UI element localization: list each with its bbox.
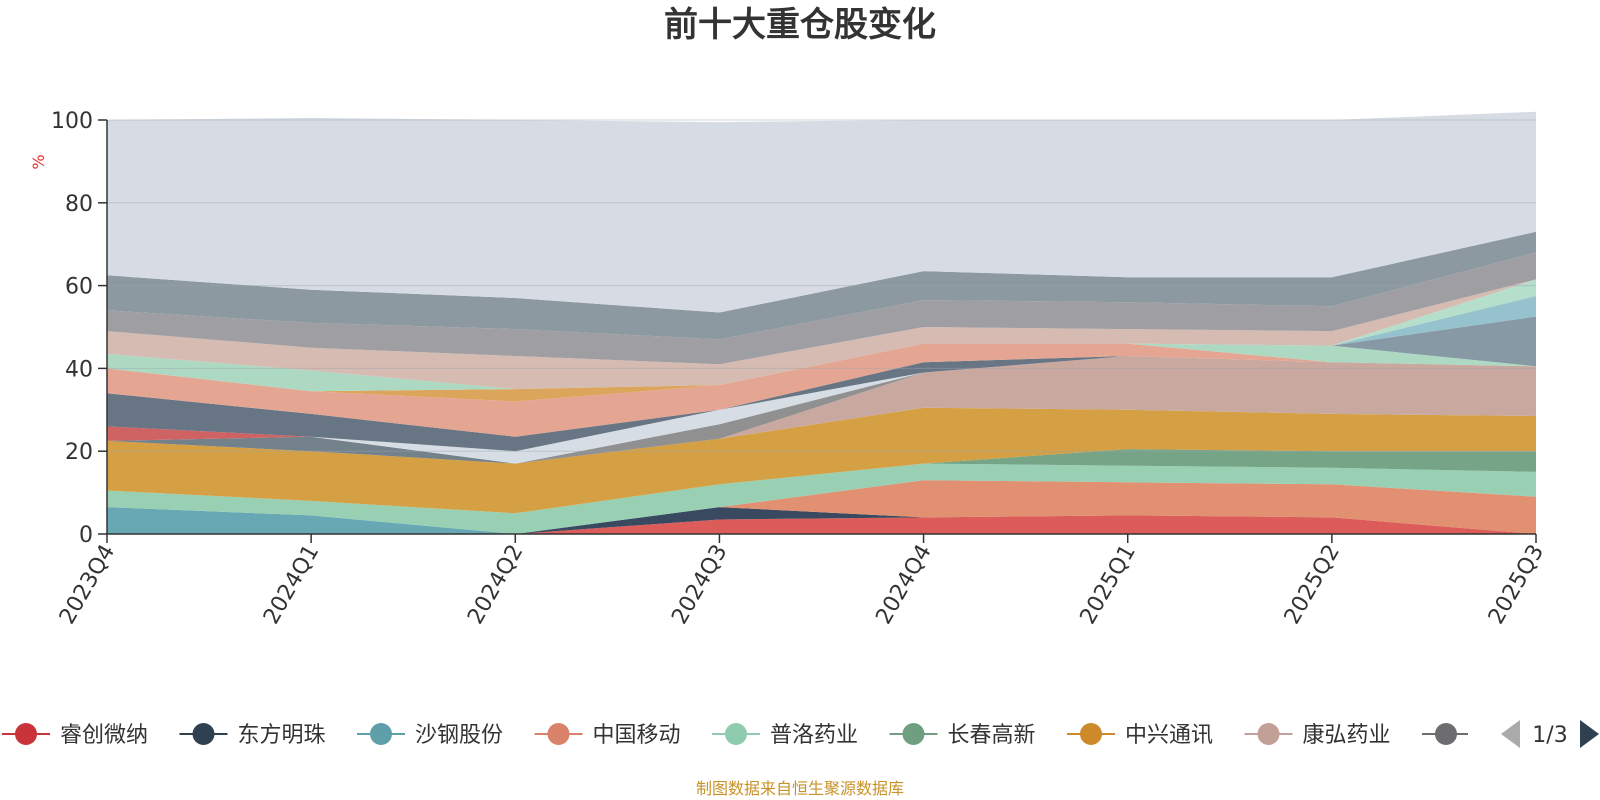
legend-item-5[interactable]: 长春高新 bbox=[889, 723, 1036, 748]
legend-marker-1 bbox=[192, 723, 215, 745]
y-tick-label-0: 0 bbox=[79, 523, 93, 548]
area-series-2 bbox=[107, 507, 1536, 534]
x-tick-label-2: 2024Q2 bbox=[463, 541, 528, 629]
x-tick-label-6: 2025Q2 bbox=[1280, 541, 1345, 629]
chart-title: 前十大重仓股变化 bbox=[664, 5, 936, 45]
x-tick-label-4: 2024Q4 bbox=[871, 541, 936, 629]
y-tick-label-2: 40 bbox=[65, 357, 93, 382]
legend-item-6[interactable]: 中兴通讯 bbox=[1067, 723, 1213, 748]
legend-label-7: 康弘药业 bbox=[1303, 723, 1391, 748]
legend-label-6: 中兴通讯 bbox=[1125, 723, 1213, 748]
legend-clip-mask bbox=[1468, 714, 1600, 754]
x-tick-label-1: 2024Q1 bbox=[259, 541, 324, 629]
data-source-note: 制图数据来自恒生聚源数据库 bbox=[696, 779, 904, 798]
legend-prev-page-icon[interactable] bbox=[1501, 720, 1520, 748]
legend-marker-4 bbox=[725, 723, 747, 745]
legend-page-indicator: 1/3 bbox=[1532, 723, 1567, 748]
legend-marker-3 bbox=[547, 723, 570, 745]
area-series-14 bbox=[107, 343, 1536, 437]
area-series-4 bbox=[107, 463, 1536, 534]
area-series-22 bbox=[107, 231, 1536, 340]
y-tick-label-5: 100 bbox=[51, 109, 93, 134]
legend-label-3: 中国移动 bbox=[593, 723, 681, 748]
legend-item-7[interactable]: 康弘药业 bbox=[1244, 723, 1391, 748]
legend-label-0: 睿创微纳 bbox=[60, 723, 148, 748]
area-series-1 bbox=[107, 507, 1536, 534]
area-series-23 bbox=[107, 111, 1536, 313]
legend-item-4[interactable]: 普洛药业 bbox=[712, 723, 858, 748]
legend-item-1[interactable]: 东方明珠 bbox=[179, 723, 326, 748]
legend-label-5: 长春高新 bbox=[948, 723, 1036, 748]
legend-marker-0 bbox=[15, 723, 37, 745]
legend-marker-6 bbox=[1080, 723, 1102, 745]
legend-label-1: 东方明珠 bbox=[238, 723, 326, 748]
legend-marker-7 bbox=[1257, 723, 1280, 745]
y-tick-label-3: 60 bbox=[65, 275, 93, 300]
area-series-0 bbox=[107, 515, 1536, 534]
y-tick-label-4: 80 bbox=[65, 192, 93, 217]
y-tick-label-1: 20 bbox=[65, 440, 93, 465]
area-series-21 bbox=[107, 252, 1536, 365]
legend: 睿创微纳东方明珠沙钢股份中国移动普洛药业长春高新中兴通讯康弘药业文1/3 bbox=[2, 714, 1600, 754]
legend-next-page-icon[interactable] bbox=[1580, 720, 1599, 748]
legend-label-4: 普洛药业 bbox=[770, 723, 858, 748]
legend-label-2: 沙钢股份 bbox=[415, 723, 503, 748]
legend-item-0[interactable]: 睿创微纳 bbox=[2, 723, 148, 748]
area-series-7 bbox=[107, 356, 1536, 464]
x-tick-label-7: 2025Q3 bbox=[1484, 541, 1549, 629]
x-tick-label-0: 2023Q4 bbox=[55, 541, 120, 629]
area-series-6 bbox=[107, 407, 1536, 514]
area-series-20 bbox=[107, 279, 1536, 390]
plot-area: 0 20 40 60 80 100 2023Q4 2024Q1 2024Q2 2024Q3 2024… bbox=[51, 109, 1549, 629]
x-tick-label-3: 2024Q3 bbox=[667, 541, 732, 629]
y-axis-unit: % bbox=[29, 154, 48, 169]
legend-item-3[interactable]: 中国移动 bbox=[534, 723, 681, 748]
area-series-5 bbox=[107, 449, 1536, 514]
legend-marker-5 bbox=[902, 723, 925, 745]
area-series-3 bbox=[107, 480, 1536, 534]
legend-marker-2 bbox=[370, 723, 392, 745]
legend-item-2[interactable]: 沙钢股份 bbox=[357, 723, 503, 748]
x-tick-label-5: 2025Q1 bbox=[1076, 541, 1141, 629]
legend-marker-8 bbox=[1435, 723, 1457, 745]
